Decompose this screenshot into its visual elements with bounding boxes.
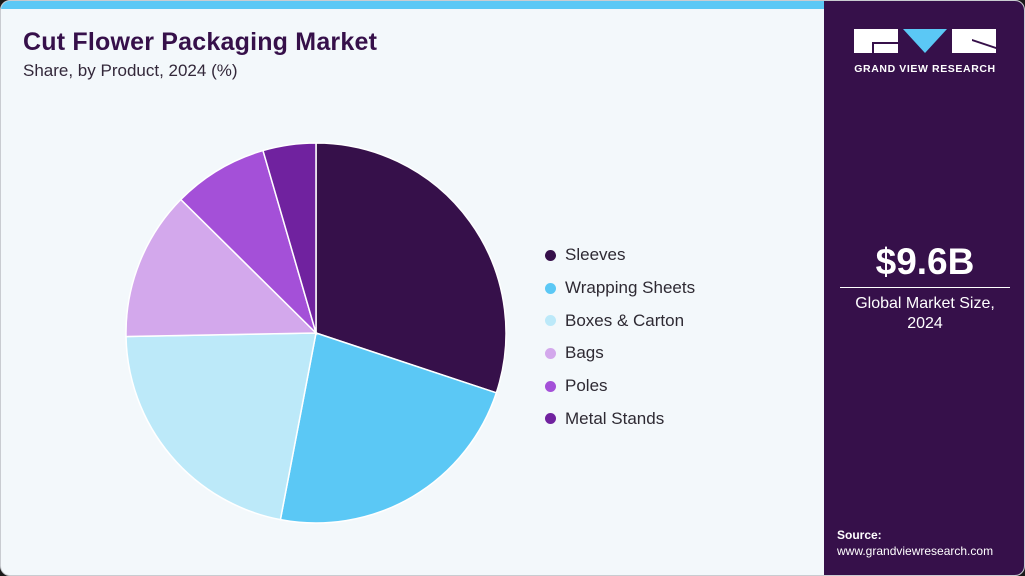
legend-label: Boxes & Carton	[565, 310, 685, 330]
legend-label: Poles	[565, 376, 608, 396]
legend-dot-icon	[545, 347, 556, 359]
legend-item-wrapping-sheets: Wrapping Sheets	[545, 272, 695, 305]
source-block: Source: www.grandviewresearch.com	[837, 527, 993, 559]
legend-item-boxes-carton: Boxes & Carton	[545, 304, 695, 337]
market-size-label: Global Market Size,	[855, 295, 995, 312]
legend-dot-icon	[545, 380, 556, 392]
chart-subtitle: Share, by Product, 2024 (%)	[23, 61, 238, 80]
gvr-logo-icon	[854, 29, 996, 53]
source-label: Source:	[837, 528, 882, 542]
legend-label: Bags	[565, 343, 604, 363]
pie-slice-wrapping-sheets	[279, 332, 498, 524]
legend-dot-icon	[545, 249, 556, 261]
brand-panel: GRAND VIEW RESEARCH $9.6B Global Market …	[824, 1, 1024, 575]
chart-title: Cut Flower Packaging Market	[23, 28, 378, 56]
pie-chart	[125, 142, 507, 524]
legend-label: Metal Stands	[565, 408, 665, 428]
legend-dot-icon	[545, 282, 556, 294]
legend-item-bags: Bags	[545, 337, 695, 370]
brand-name: GRAND VIEW RESEARCH	[854, 63, 996, 75]
chart-legend: Sleeves Wrapping Sheets Boxes & Carton Bags…	[545, 239, 695, 435]
pie-slice-poles	[179, 149, 318, 336]
market-size-value: $9.6B	[875, 241, 975, 282]
pie-slice-sleeves	[315, 142, 507, 394]
legend-dot-icon	[545, 315, 556, 327]
grand-view-research-logo: GRAND VIEW RESEARCH	[854, 29, 996, 75]
divider	[840, 287, 1010, 288]
legend-item-sleeves: Sleeves	[545, 239, 695, 272]
pie-slice-boxes-carton	[125, 332, 317, 521]
market-size-block: $9.6B Global Market Size, 2024	[824, 241, 1024, 334]
market-size-year: 2024	[907, 315, 943, 332]
legend-label: Sleeves	[565, 245, 626, 265]
pie-slice-bags	[125, 198, 318, 338]
legend-dot-icon	[545, 413, 556, 425]
pie-slice-metal-stands	[262, 142, 317, 334]
legend-item-metal-stands: Metal Stands	[545, 402, 695, 435]
legend-item-poles: Poles	[545, 370, 695, 403]
source-link[interactable]: www.grandviewresearch.com	[837, 544, 994, 558]
legend-label: Wrapping Sheets	[565, 278, 696, 298]
top-accent-stripe	[1, 1, 824, 9]
